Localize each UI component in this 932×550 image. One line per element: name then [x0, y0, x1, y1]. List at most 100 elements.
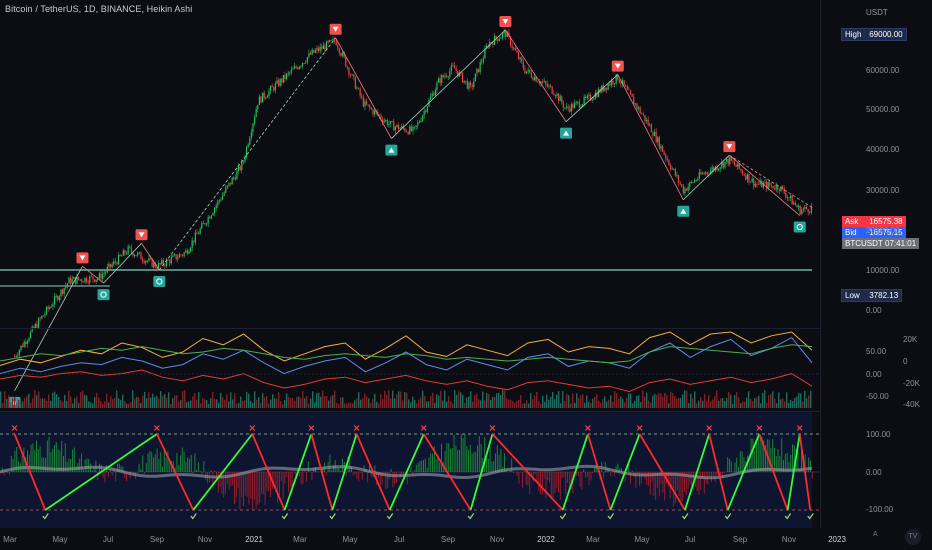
osc1-right-tick: -20K: [903, 379, 920, 388]
osc1-bar: [790, 399, 792, 408]
osc1-bar: [624, 402, 626, 408]
cycle-top-marker: [420, 425, 427, 431]
osc1-bar: [402, 400, 404, 408]
osc2-hist-bar: [25, 456, 27, 472]
osc1-bar: [670, 391, 672, 408]
candle-body: [121, 255, 123, 257]
candle-body: [695, 180, 697, 182]
osc2-hist-bar: [410, 466, 412, 472]
scale-mode-button[interactable]: A: [873, 531, 878, 538]
osc1-bar: [744, 401, 746, 408]
candle-body: [756, 184, 758, 185]
osc2-hist-bar: [709, 472, 711, 478]
candle-body: [370, 107, 372, 110]
candle-body: [765, 181, 768, 189]
osc2-hist-bar: [590, 472, 592, 481]
pane-separator-1[interactable]: [0, 328, 820, 329]
osc1-bar: [700, 397, 702, 408]
candle-body: [130, 247, 132, 252]
candle-body: [258, 96, 260, 105]
candle-body: [578, 101, 580, 108]
candle-body: [333, 38, 336, 42]
candle-body: [381, 119, 384, 123]
osc1-bar: [804, 390, 806, 408]
cycle-bottom-marker: [784, 513, 792, 520]
pane-separator-2[interactable]: [0, 411, 820, 412]
candle-body: [433, 93, 435, 96]
candle-body: [657, 137, 659, 143]
osc1-bar: [526, 400, 528, 408]
candle-body: [681, 184, 683, 187]
candle-body: [658, 137, 660, 149]
candle-body: [799, 205, 801, 215]
osc1-bar: [182, 391, 184, 408]
osc1-bar: [608, 399, 610, 408]
candle-body: [386, 120, 388, 126]
high-price-label: High 69000.00: [841, 28, 907, 41]
osc2-cycle-line: [638, 433, 686, 511]
osc1-bar: [258, 396, 260, 408]
osc2-hist-bar: [142, 455, 144, 472]
osc1-bar: [724, 400, 726, 408]
osc1-bar: [760, 403, 762, 408]
osc1-bar: [786, 392, 788, 408]
tradingview-logo-icon[interactable]: TV: [905, 529, 921, 545]
osc1-bar: [450, 401, 452, 408]
osc1-bar: [558, 390, 560, 408]
osc1-bar: [46, 401, 48, 408]
osc2-hist-bar: [790, 454, 792, 472]
osc1-bar: [472, 401, 474, 408]
osc2-hist-bar: [462, 438, 464, 472]
osc1-bar: [84, 394, 86, 408]
osc1-bar: [324, 396, 326, 408]
candle-body: [84, 277, 86, 283]
candle-body: [170, 257, 172, 264]
osc1-bar: [208, 403, 210, 408]
osc1-bar: [530, 392, 532, 408]
candle-body: [330, 39, 332, 41]
osc2-hist-bar: [176, 453, 178, 472]
candle-body: [687, 186, 689, 191]
osc2-hist-bar: [243, 472, 244, 506]
osc1-bar: [426, 401, 428, 408]
osc2-hist-bar: [163, 448, 165, 472]
osc2-hist-bar: [360, 472, 361, 473]
candle-body: [193, 240, 195, 243]
candle-body: [437, 78, 440, 83]
osc2-hist-bar: [451, 448, 453, 472]
candle-body: [407, 131, 409, 135]
osc1-bar: [788, 402, 790, 408]
osc1-bar: [780, 399, 782, 408]
osc1-bar: [404, 392, 406, 408]
candle-body: [244, 157, 246, 162]
candle-body: [521, 57, 523, 62]
osc2-hist-bar: [165, 457, 167, 472]
osc2-hist-bar: [10, 455, 12, 472]
bid-value: 16575.15: [869, 228, 903, 237]
candle-body: [245, 146, 248, 158]
candle-body: [469, 82, 472, 86]
osc1-bar: [412, 396, 414, 408]
osc2-hist-bar: [761, 436, 763, 472]
osc1-bar: [30, 402, 32, 408]
osc2-hist-bar: [581, 472, 583, 490]
candle-body: [236, 170, 238, 180]
osc1-bar: [398, 391, 400, 408]
candle-body: [629, 90, 632, 94]
osc1-bar: [552, 392, 554, 408]
candle-body: [361, 95, 363, 98]
candle-body: [449, 71, 451, 77]
osc1-bar: [436, 394, 438, 408]
osc1-bar: [544, 401, 546, 408]
osc1-series-line: [0, 336, 813, 375]
candle-body: [522, 61, 524, 69]
osc1-bar: [764, 390, 766, 408]
osc2-hist-bar: [217, 472, 219, 493]
osc1-bar: [538, 401, 540, 408]
osc1-bar: [568, 395, 570, 408]
osc2-hist-bar: [187, 457, 189, 472]
swing-low-marker: [97, 289, 110, 301]
osc1-bar: [662, 396, 664, 408]
